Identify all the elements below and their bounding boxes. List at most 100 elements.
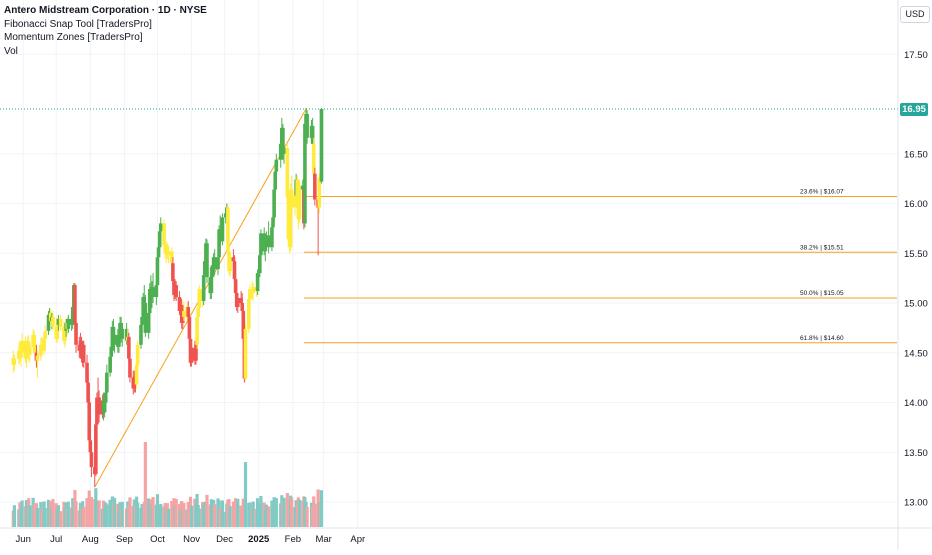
candle-body	[58, 318, 63, 327]
volume-bar	[51, 499, 55, 527]
volume-bar	[136, 502, 140, 527]
candle-body	[43, 330, 48, 339]
candle-body	[303, 123, 307, 224]
candle-body	[293, 195, 297, 208]
candle-body	[81, 344, 86, 363]
volume-bar	[297, 499, 302, 527]
candle-body	[109, 346, 114, 357]
candle-body	[209, 277, 214, 294]
volume-bar	[74, 501, 78, 527]
candle-body	[231, 257, 236, 262]
price-tick-label: 17.50	[904, 50, 928, 61]
candle-body	[157, 231, 162, 248]
candle-body	[74, 322, 78, 345]
candle-body	[212, 257, 217, 270]
candle-body	[300, 185, 305, 190]
volume-bar	[66, 501, 70, 527]
time-tick-label: Nov	[183, 534, 200, 545]
candle-body	[103, 392, 108, 403]
candle-body	[32, 334, 37, 348]
price-tick-label: 15.50	[904, 249, 928, 260]
candle-body	[120, 328, 125, 339]
price-tick-label: 16.00	[904, 199, 928, 210]
volume-bar	[28, 505, 32, 527]
candle-body	[251, 287, 256, 294]
volume-bar	[290, 497, 294, 527]
candle-body	[202, 261, 207, 276]
legend-indicator-fibonacci[interactable]: Fibonacci Snap Tool [TradersPro]	[4, 18, 152, 30]
candle-body	[232, 261, 237, 280]
legend-title[interactable]: Antero Midstream Corporation · 1D · NYSE	[4, 5, 207, 16]
volume-bar	[243, 462, 248, 527]
candle-body	[271, 217, 275, 228]
candle-body	[317, 177, 322, 208]
legend-indicator-volume[interactable]: Vol	[4, 45, 18, 57]
candle-body	[140, 316, 144, 325]
volume-bar	[182, 503, 186, 527]
fibonacci-levels: 23.6% | $16.07 38.2% | $15.51 50.0% | $15.…	[303, 189, 897, 344]
candle-body	[240, 303, 245, 311]
price-tick-label: 14.00	[904, 398, 928, 409]
candle-body	[264, 235, 269, 244]
candle-body	[218, 229, 222, 242]
candle-body	[112, 334, 117, 345]
candle-body	[143, 303, 148, 333]
volume-bar	[89, 497, 94, 527]
time-axis[interactable]: Jun Jul Aug Sep Oct Nov Dec 2025 Feb Mar Apr	[16, 534, 366, 545]
legend-indicator-momentum[interactable]: Momentum Zones [TradersPro]	[4, 32, 143, 43]
volume-bar	[251, 501, 255, 527]
candle-body	[262, 233, 267, 252]
candle-body	[56, 318, 61, 325]
candle-body	[272, 189, 276, 218]
candle-body	[223, 213, 228, 218]
candle-body	[146, 312, 151, 333]
candle-body	[70, 306, 75, 325]
candle-body	[40, 344, 44, 351]
last-price-badge: 16.95	[900, 103, 928, 116]
candle-body	[266, 235, 271, 248]
candle-body	[243, 328, 248, 379]
candle-body	[281, 127, 285, 154]
candle-body	[156, 247, 161, 258]
candle-body	[124, 328, 129, 341]
candle-body	[233, 279, 238, 294]
volume-bar	[236, 499, 240, 527]
candle-body	[278, 143, 283, 160]
volume-bar	[218, 508, 222, 527]
candle-body	[158, 223, 163, 232]
candle-body	[135, 344, 140, 365]
price-tick-label: 16.50	[904, 149, 928, 160]
candle-body	[226, 207, 230, 252]
time-tick-label: Apr	[350, 534, 365, 545]
candle-body	[95, 397, 99, 425]
candle-body	[210, 265, 215, 278]
candle-body	[273, 171, 278, 190]
volume-bar	[282, 497, 286, 527]
candle-body	[171, 263, 175, 282]
candle-body	[182, 310, 186, 317]
candle-body	[105, 372, 109, 393]
candle-body	[102, 402, 107, 413]
candle-body	[311, 143, 316, 174]
candle-body	[174, 285, 178, 298]
candle-body	[305, 113, 309, 138]
price-axis[interactable]: 17.50 16.50 16.00 15.50 15.00 14.50 14.00 13.50…	[904, 50, 928, 509]
volume-bar	[12, 505, 17, 527]
candle-body	[289, 189, 294, 208]
time-tick-label: Oct	[150, 534, 165, 545]
candle-layer	[11, 107, 324, 488]
volume-bar	[166, 508, 171, 527]
candle-body	[255, 273, 260, 292]
candle-body	[239, 298, 243, 303]
volume-bar	[248, 502, 252, 527]
volume-bar	[143, 442, 147, 527]
candle-body	[297, 185, 302, 220]
currency-button[interactable]: USD	[900, 6, 930, 23]
volume-bar	[20, 500, 24, 527]
time-tick-label: 2025	[248, 534, 270, 545]
candle-body	[154, 285, 159, 298]
candle-body	[196, 307, 200, 317]
candle-body	[141, 297, 145, 317]
